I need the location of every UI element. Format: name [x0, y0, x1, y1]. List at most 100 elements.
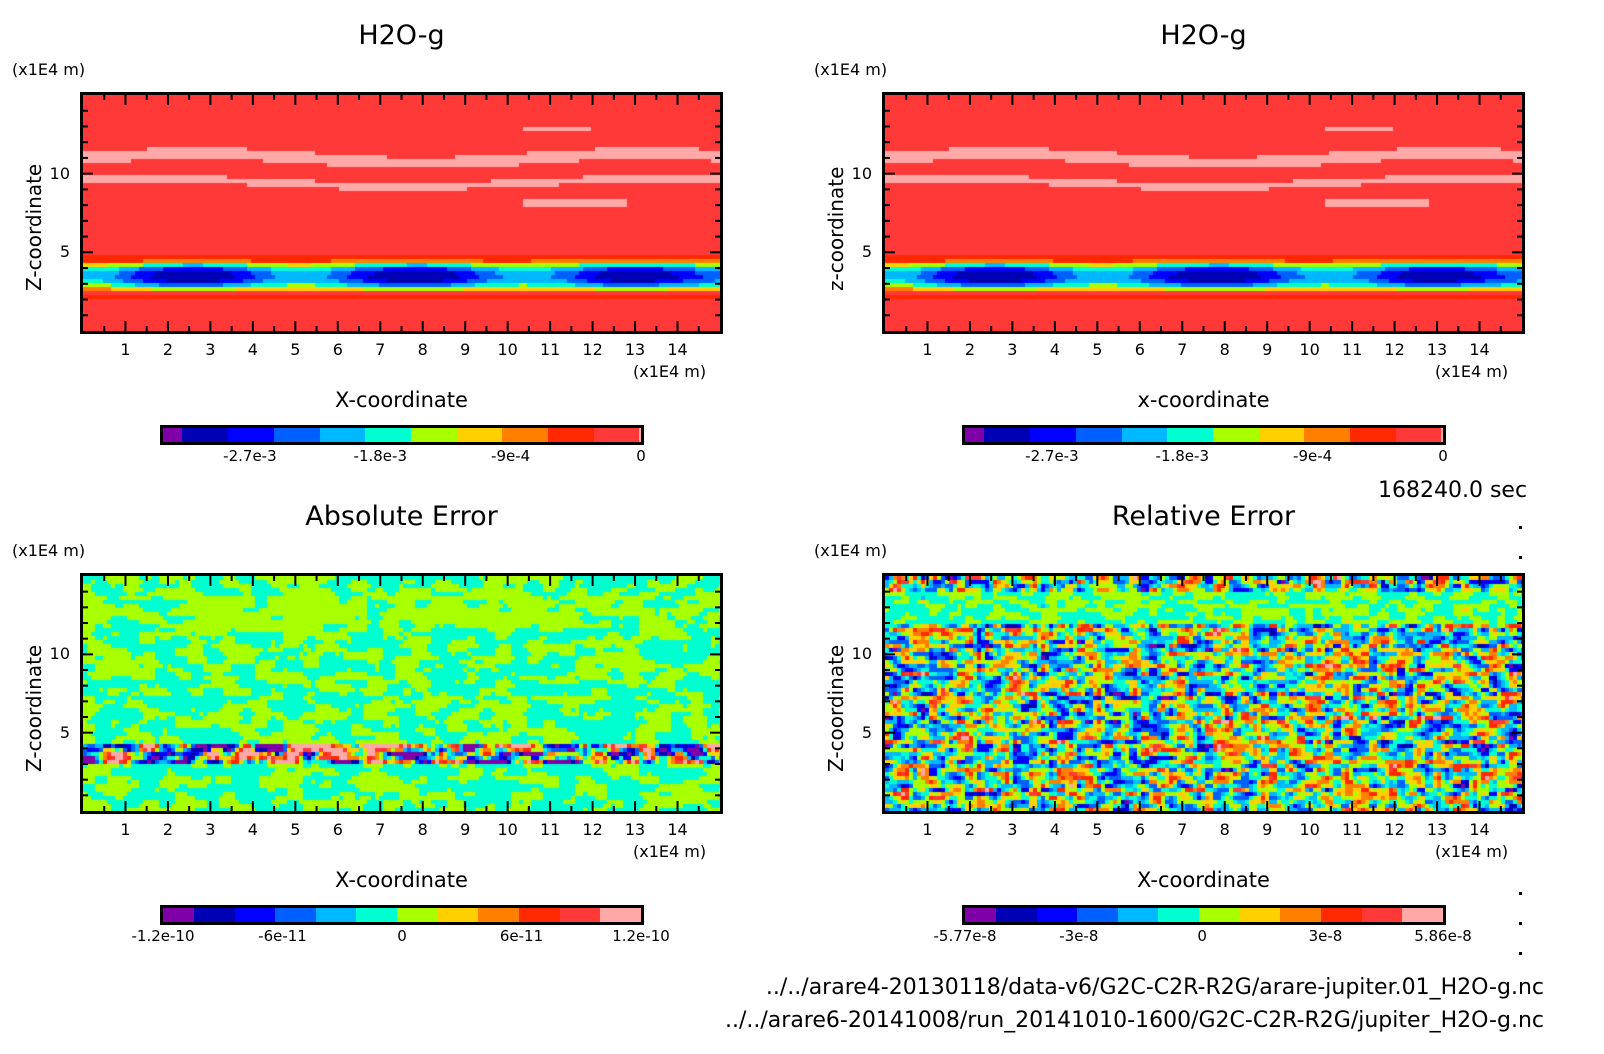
- colorbar-swatch: [593, 428, 640, 442]
- x-axis-label: x-coordinate: [1137, 388, 1270, 412]
- x-tick-label: 6: [1134, 340, 1145, 359]
- y-tick-label: 10: [851, 163, 872, 183]
- x-tick-label: 10: [1299, 340, 1320, 359]
- x-tick-label: 12: [1384, 820, 1405, 839]
- x-tick-label: 11: [539, 340, 561, 359]
- x-tick-label: 13: [624, 820, 646, 839]
- colorbar: [160, 425, 644, 445]
- colorbar-swatch: [315, 908, 357, 922]
- colorbar-tick-label: 5.86e-8: [1414, 927, 1472, 945]
- colorbar-swatch: [547, 428, 594, 442]
- x-tick-label: 12: [582, 820, 603, 839]
- x-tick-label: 7: [1177, 820, 1188, 839]
- y-axis-unit: (x1E4 m): [12, 541, 86, 560]
- y-tick-label: 5: [59, 242, 70, 262]
- chart-title: Relative Error: [1111, 501, 1296, 532]
- colorbar-swatch: [559, 908, 601, 922]
- y-axis-unit: (x1E4 m): [814, 60, 888, 79]
- y-tick-label: 10: [49, 644, 70, 664]
- colorbar-swatch: [1199, 908, 1240, 922]
- x-axis-label: X-coordinate: [335, 388, 468, 412]
- x-tick-label: 13: [624, 340, 646, 359]
- y-axis-label: z-coordinate: [824, 166, 848, 291]
- y-tick-label: 5: [861, 242, 872, 262]
- colorbar-swatch: [965, 908, 996, 922]
- colorbar-swatch: [397, 908, 438, 922]
- x-tick-label: 7: [375, 820, 386, 839]
- x-tick-label: 1: [922, 820, 933, 839]
- colorbar-swatch: [984, 428, 1031, 442]
- y-tick-label: 10: [851, 644, 872, 664]
- colorbar-swatch: [519, 908, 560, 922]
- colorbar-tick-label: -9e-4: [491, 447, 531, 465]
- x-tick-label: 11: [1341, 340, 1363, 359]
- colorbar-tick-label: 1.2e-10: [612, 927, 670, 945]
- x-tick-label: 2: [964, 820, 976, 839]
- y-tick-label: 10: [49, 163, 70, 183]
- colorbar-tick-label: 0: [397, 927, 407, 945]
- x-tick-label: 13: [1426, 820, 1448, 839]
- colorbar-swatch: [965, 428, 985, 442]
- colorbar-swatch: [995, 908, 1037, 922]
- x-axis-unit: (x1E4 m): [1435, 842, 1509, 861]
- colorbar-swatch: [600, 908, 641, 922]
- x-tick-label: 14: [667, 340, 688, 359]
- colorbar-tick-label: 0: [1438, 447, 1448, 465]
- y-axis-label: Z-coordinate: [22, 163, 46, 291]
- x-tick-label: 3: [1007, 340, 1018, 359]
- colorbar-swatch: [163, 428, 183, 442]
- marker-dot: [1519, 922, 1522, 925]
- colorbar-swatch: [234, 908, 276, 922]
- colorbar-swatch: [193, 908, 235, 922]
- y-axis-unit: (x1E4 m): [814, 541, 888, 560]
- plot-area: [882, 573, 1525, 814]
- colorbar-tick-label: -2.7e-3: [223, 447, 277, 465]
- plot-area: [882, 92, 1525, 334]
- colorbar-swatch: [182, 428, 229, 442]
- colorbar-swatch: [356, 908, 398, 922]
- colorbar-swatch: [275, 908, 316, 922]
- colorbar-swatch: [1395, 428, 1442, 442]
- colorbar-swatch: [1212, 428, 1259, 442]
- x-tick-label: 5: [290, 820, 301, 839]
- x-tick-label: 9: [1262, 820, 1273, 839]
- colorbar-tick-label: 3e-8: [1308, 927, 1343, 945]
- colorbar: [962, 905, 1446, 925]
- colorbar-swatch: [639, 428, 642, 442]
- colorbar-swatch: [1258, 428, 1305, 442]
- colorbar-swatch: [319, 428, 366, 442]
- colorbar-tick-label: 0: [1197, 927, 1207, 945]
- x-tick-label: 11: [1341, 820, 1363, 839]
- x-tick-label: 8: [1219, 340, 1230, 359]
- colorbar-swatch: [456, 428, 503, 442]
- colorbar-swatch: [273, 428, 320, 442]
- x-tick-label: 6: [1134, 820, 1145, 839]
- colorbar-tick-label: -1.2e-10: [131, 927, 195, 945]
- colorbar-swatch: [1121, 428, 1168, 442]
- colorbar-tick-label: 0: [636, 447, 646, 465]
- colorbar-swatch: [1077, 908, 1118, 922]
- x-tick-label: 14: [1469, 820, 1490, 839]
- colorbar-swatch: [1030, 428, 1076, 442]
- x-tick-label: 7: [1177, 340, 1188, 359]
- marker-dot: [1519, 556, 1522, 559]
- file-path-1: ../../arare4-20130118/data-v6/G2C-C2R-R2…: [765, 975, 1544, 1000]
- colorbar-swatch: [1036, 908, 1078, 922]
- colorbar-swatch: [365, 428, 411, 442]
- x-tick-label: 12: [1384, 340, 1405, 359]
- chart-title: H2O-g: [358, 20, 445, 51]
- colorbar-tick-label: 6e-11: [499, 927, 544, 945]
- colorbar-swatch: [163, 908, 194, 922]
- x-tick-label: 1: [120, 340, 131, 359]
- x-tick-label: 5: [1092, 820, 1103, 839]
- x-tick-label: 10: [497, 820, 518, 839]
- x-tick-label: 1: [120, 820, 131, 839]
- x-axis-unit: (x1E4 m): [633, 362, 707, 381]
- x-tick-label: 5: [290, 340, 301, 359]
- x-tick-label: 5: [1092, 340, 1103, 359]
- x-tick-label: 7: [375, 340, 386, 359]
- colorbar-swatch: [1321, 908, 1362, 922]
- axis-ticks: [83, 576, 720, 811]
- colorbar-tick-label: -1.8e-3: [1155, 447, 1209, 465]
- chart-title: H2O-g: [1160, 20, 1247, 51]
